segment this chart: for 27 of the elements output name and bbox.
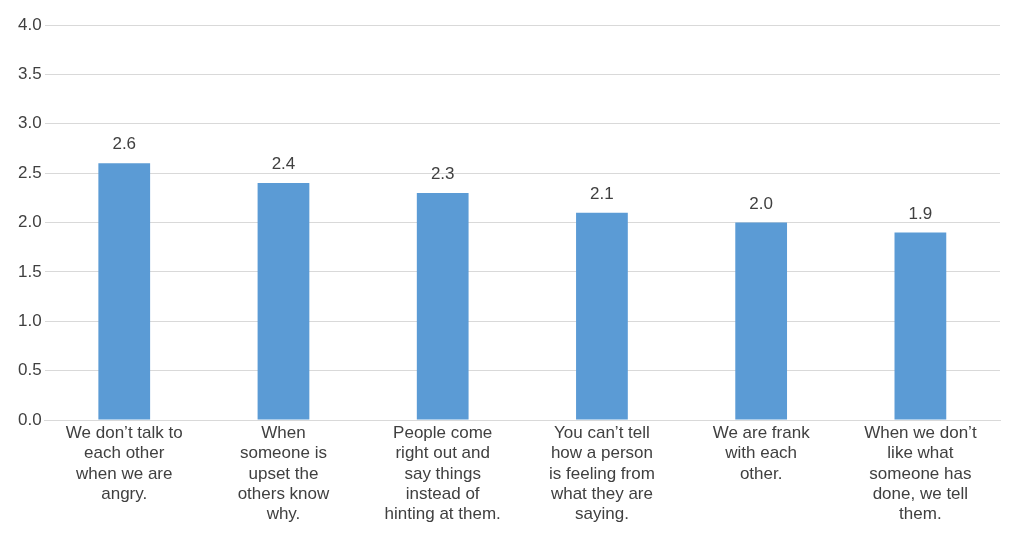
bar — [98, 163, 151, 420]
bar — [416, 192, 469, 420]
y-tick-label: 4.0 — [17, 14, 42, 34]
bar — [576, 212, 628, 420]
data-label: 2.0 — [749, 193, 773, 213]
bar — [894, 232, 947, 420]
y-tick-label: 0.0 — [17, 409, 42, 429]
bar — [735, 222, 788, 420]
data-label: 1.9 — [908, 203, 933, 223]
y-tick-label: 3.5 — [17, 64, 42, 84]
y-tick-label: 2.0 — [17, 212, 42, 232]
x-tick-label: We are frank with each other. — [712, 422, 811, 483]
data-label: 2.4 — [271, 154, 296, 174]
data-label: 2.6 — [112, 134, 137, 154]
x-tick-label: When we don’t like what someone has done, we tell them. — [864, 422, 977, 524]
bar — [257, 183, 310, 420]
x-tick-label: We don’t talk to each other when we are angry. — [65, 422, 183, 504]
data-label: 2.3 — [430, 164, 455, 184]
y-tick-label: 1.0 — [17, 310, 42, 330]
y-tick-label: 1.5 — [17, 261, 42, 281]
y-tick-label: 2.5 — [17, 162, 42, 182]
y-tick-label: 0.5 — [17, 360, 42, 380]
x-tick-label: You can’t tell how a person is feeling from what they are saying. — [549, 422, 655, 524]
x-tick-label: People come right out and say things instead of hinting at them. — [384, 422, 501, 524]
x-tick-label: When someone is upset the others know why. — [237, 422, 331, 524]
y-tick-label: 3.0 — [17, 113, 42, 133]
data-label: 2.1 — [590, 183, 614, 203]
